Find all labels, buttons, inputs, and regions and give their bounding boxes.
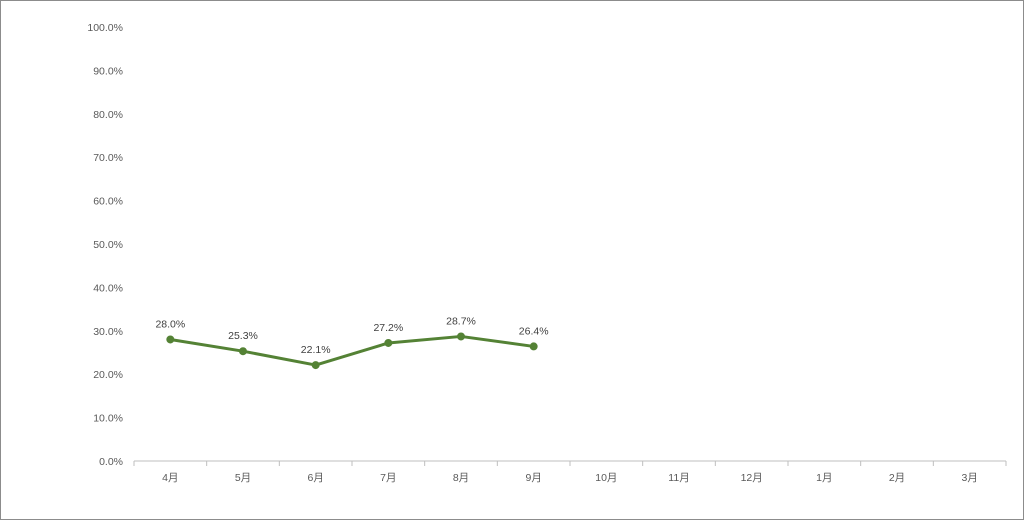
- y-tick-label: 30.0%: [93, 326, 123, 338]
- y-tick-label: 70.0%: [93, 152, 123, 164]
- data-point: [311, 361, 320, 370]
- data-label: 27.2%: [373, 322, 403, 334]
- x-tick-label: 3月: [961, 472, 977, 484]
- x-axis: 4月 5月 6月 7月 8月 9月 10月 11月 12月 1月 2月 3月: [133, 460, 1007, 484]
- y-tick-label: 100.0%: [87, 22, 123, 34]
- x-tick-label: 12月: [741, 472, 763, 484]
- series-layer: 28.0% 25.3% 22.1% 27.2% 28.7% 26.4%: [155, 315, 549, 370]
- x-tick-label: 8月: [453, 472, 469, 484]
- x-tick-label: 10月: [595, 472, 617, 484]
- y-tick-label: 90.0%: [93, 65, 123, 77]
- y-tick-label: 0.0%: [99, 456, 123, 468]
- data-point: [529, 342, 538, 351]
- data-label: 28.0%: [155, 318, 185, 330]
- data-label: 26.4%: [519, 325, 549, 337]
- x-tick-label: 1月: [816, 472, 832, 484]
- data-point: [239, 347, 247, 356]
- x-tick-label: 7月: [380, 472, 396, 484]
- y-tick-label: 50.0%: [93, 239, 123, 251]
- y-tick-label: 40.0%: [93, 282, 123, 294]
- x-tick-label: 5月: [235, 472, 251, 484]
- data-label: 28.7%: [446, 315, 476, 327]
- y-tick-label: 60.0%: [93, 196, 123, 208]
- y-axis: 0.0% 10.0% 20.0% 30.0% 40.0% 50.0% 60.0% 70.0% 8…: [87, 22, 123, 468]
- data-label: 25.3%: [228, 330, 258, 342]
- data-point: [457, 332, 465, 341]
- y-tick-label: 80.0%: [93, 109, 123, 121]
- data-label: 22.1%: [301, 344, 331, 356]
- y-tick-label: 10.0%: [93, 413, 123, 425]
- series-line: [170, 334, 534, 367]
- data-point: [384, 338, 393, 347]
- data-point: [166, 335, 175, 344]
- x-tick-label: 4月: [162, 472, 178, 484]
- x-tick-label: 6月: [307, 472, 323, 484]
- y-tick-label: 20.0%: [93, 369, 123, 381]
- x-tick-label: 11月: [668, 472, 689, 484]
- x-tick-label: 9月: [525, 472, 541, 484]
- x-tick-label: 2月: [889, 472, 905, 484]
